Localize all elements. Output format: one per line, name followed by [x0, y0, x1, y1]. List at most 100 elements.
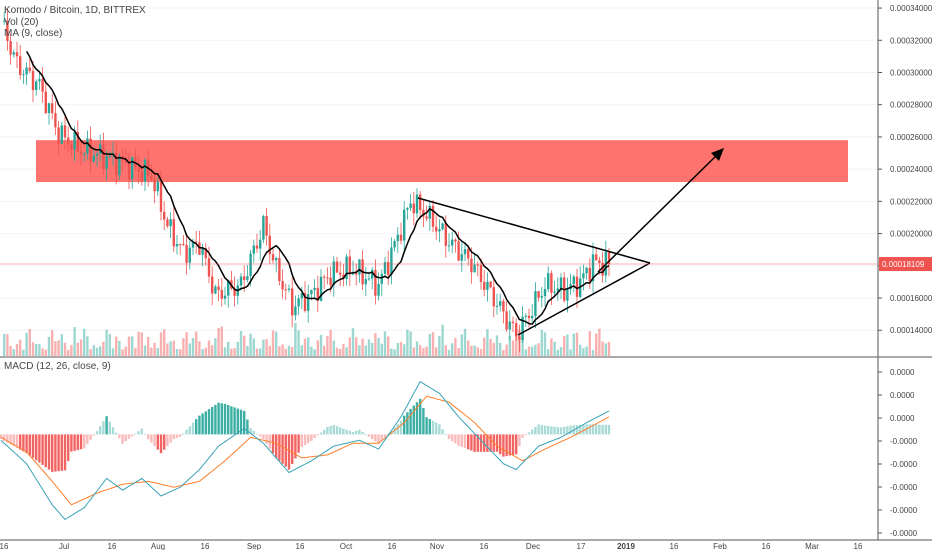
candle-body	[428, 205, 431, 219]
volume-bar	[419, 345, 422, 356]
macd-histogram-bar	[105, 416, 108, 435]
volume-bar	[227, 341, 230, 356]
volume-bar	[195, 331, 198, 356]
macd-histogram-bar	[83, 434, 86, 449]
candle-body	[207, 258, 211, 277]
macd-axis[interactable]: 0.0000 0.0000 0.0000 -0.0000 -0.0000 -0.0000 -…	[878, 368, 918, 538]
volume-bar	[422, 348, 425, 356]
time-tick-label: 16	[0, 542, 9, 550]
price-tick-label: 0.00016000	[890, 294, 932, 303]
candle-body	[585, 267, 588, 274]
candle-body	[483, 282, 486, 290]
macd-histogram-bar	[195, 419, 198, 435]
volume-legend: Vol (20)	[4, 17, 39, 28]
volume-bar	[540, 329, 543, 356]
macd-histogram-bar	[556, 427, 559, 435]
volume-bar	[534, 344, 537, 356]
candle-body	[511, 321, 515, 324]
candle-body	[409, 203, 412, 208]
candle-body	[339, 272, 342, 275]
candle-body	[38, 79, 41, 82]
volume-bar	[54, 341, 57, 356]
macd-histogram-bar	[476, 434, 479, 452]
volume-bar	[191, 337, 195, 356]
macd-histogram-bar	[28, 434, 31, 456]
candle-body	[175, 243, 179, 247]
macd-histogram-bar	[121, 434, 124, 444]
time-axis[interactable]: 16 Jul 16 Aug 16 Sep 16 Oct 16 Nov 16 Dec 17 2019 16 Fe…	[0, 542, 863, 550]
candle-body	[419, 194, 422, 210]
macd-histogram-bar	[361, 432, 364, 435]
macd-histogram-bar	[313, 434, 316, 439]
time-tick-label: Nov	[430, 542, 444, 550]
volume-bar	[220, 326, 223, 356]
candle-body	[550, 273, 553, 293]
candle-body	[307, 294, 310, 311]
volume-bar	[92, 345, 95, 356]
volume-bar	[268, 345, 271, 356]
macd-histogram-bar	[92, 434, 95, 436]
macd-histogram-bar	[131, 434, 134, 437]
macd-histogram-bar	[342, 428, 345, 435]
macd-histogram-bar	[134, 433, 137, 435]
price-axis[interactable]: 0.00034000 0.00032000 0.00030000 0.00028000…	[878, 4, 932, 335]
candle-body	[92, 155, 95, 162]
volume-bar	[307, 337, 310, 356]
volume-bar	[201, 349, 204, 356]
macd-histogram-bar	[396, 424, 399, 435]
volume-bar	[332, 340, 335, 356]
macd-histogram-bar	[265, 434, 268, 444]
macd-histogram-bar	[0, 434, 3, 440]
volume-bar	[15, 344, 19, 356]
candle-body	[351, 272, 355, 275]
candle-body	[447, 245, 451, 247]
candle-body	[172, 219, 175, 247]
volume-bar	[265, 339, 268, 356]
volume-bar	[223, 347, 227, 356]
candle-body	[476, 264, 479, 266]
candle-body	[495, 305, 499, 307]
volume-bar	[297, 330, 300, 356]
volume-bar	[22, 349, 25, 356]
volume-bar	[499, 342, 502, 356]
macd-histogram-bar	[559, 427, 563, 435]
volume-bar	[150, 347, 153, 356]
volume-bar	[41, 348, 44, 356]
volume-bar	[246, 346, 249, 356]
candle-body	[291, 288, 294, 316]
volume-bar	[284, 348, 287, 356]
macd-histogram-bar	[467, 434, 470, 450]
macd-histogram-bar	[198, 415, 201, 435]
candle-body	[310, 290, 313, 295]
volume-bar	[441, 324, 444, 356]
macd-tick-label: 0.0000	[890, 414, 915, 423]
volume-bar	[291, 346, 294, 356]
volume-bar	[492, 342, 495, 356]
volume-bar	[63, 342, 67, 356]
candle-body	[595, 254, 598, 261]
macd-histogram-bar	[534, 427, 537, 435]
candle-body	[559, 277, 563, 289]
candle-body	[115, 152, 118, 176]
volume-bar	[89, 349, 92, 356]
macd-histogram-bar	[159, 434, 163, 454]
macd-histogram-bar	[591, 424, 595, 435]
candle-body	[143, 159, 147, 182]
time-tick-label: 16	[762, 542, 771, 550]
candle-body	[60, 125, 63, 144]
time-tick-label: Aug	[151, 542, 165, 550]
candle-body	[28, 67, 31, 71]
candle-body	[399, 234, 403, 241]
volume-bar	[451, 343, 454, 356]
macd-histogram-bar	[367, 434, 371, 437]
volume-bar	[108, 333, 111, 356]
volume-bar	[505, 344, 508, 356]
candle-body	[239, 276, 243, 286]
candle-body	[124, 160, 127, 163]
candle-body	[527, 315, 531, 319]
volume-bar	[582, 348, 585, 356]
candle-body	[150, 176, 153, 180]
volume-bar	[431, 332, 435, 356]
volume-bar	[6, 334, 9, 356]
macd-histogram-bar	[79, 434, 83, 450]
